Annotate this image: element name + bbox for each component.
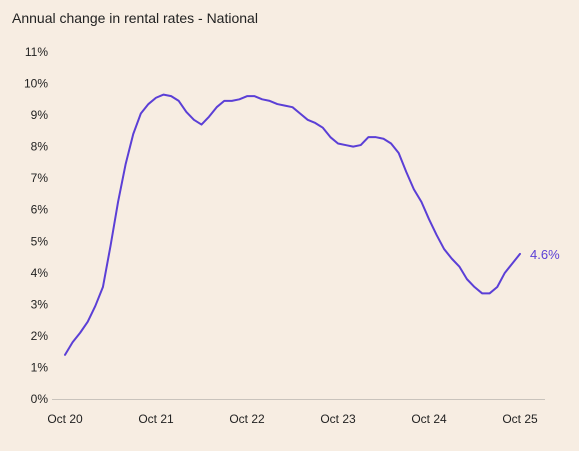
y-tick-label: 5% <box>31 234 49 248</box>
series-line <box>64 93 521 356</box>
y-tick-label: 7% <box>31 171 49 185</box>
x-tick-label: Oct 23 <box>320 412 356 426</box>
x-tick-label: Oct 22 <box>229 412 265 426</box>
y-tick-label: 2% <box>31 329 49 343</box>
x-tick-label: Oct 24 <box>411 412 447 426</box>
y-tick-label: 8% <box>31 140 49 154</box>
x-tick-label: Oct 21 <box>138 412 174 426</box>
y-tick-label: 1% <box>31 360 49 374</box>
chart-title: Annual change in rental rates - National <box>12 10 258 26</box>
y-tick-label: 4% <box>31 266 49 280</box>
y-tick-label: 6% <box>31 203 49 217</box>
y-tick-label: 11% <box>25 45 48 59</box>
y-tick-label: 9% <box>31 108 49 122</box>
y-tick-label: 10% <box>24 77 48 91</box>
x-tick-label: Oct 20 <box>47 412 83 426</box>
x-tick-label: Oct 25 <box>502 412 538 426</box>
y-tick-label: 0% <box>31 392 49 406</box>
y-tick-label: 3% <box>31 297 49 311</box>
end-value-label: 4.6% <box>530 247 560 262</box>
